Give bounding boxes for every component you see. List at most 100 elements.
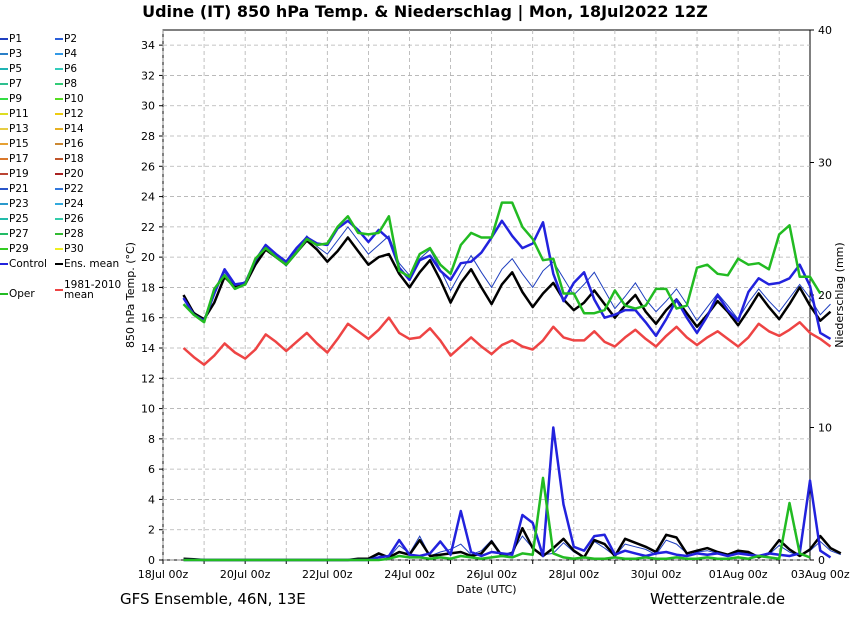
legend-item-p17: P17 [0,152,29,166]
legend-swatch [0,143,8,145]
precip-line-oper [183,476,811,562]
legend-item-oper: Oper [0,287,35,301]
y2-tick-label: 30 [818,157,832,170]
y-tick-label: 18 [141,281,155,294]
legend-swatch [0,38,8,40]
legend-item-control: Control [0,257,47,271]
legend-swatch [55,173,63,175]
y2-tick-label: 40 [818,24,832,37]
legend-swatch [55,218,63,220]
x-tick-label: 18Jul 00z [138,568,189,581]
legend-item-p19: P19 [0,167,29,181]
legend-label: P21 [9,183,29,195]
legend-label: Control [9,258,47,270]
legend-item-p14: P14 [55,122,84,136]
x-tick-label: 03Aug 00z [791,568,850,581]
legend-label: P8 [64,78,78,90]
y-tick-label: 32 [141,69,155,82]
y-tick-label: 2 [148,524,155,537]
y-tick-label: 24 [141,191,155,204]
footer-site: Wetterzentrale.de [650,590,786,608]
legend-swatch [55,203,63,205]
legend-item-p3: P3 [0,47,22,61]
legend-swatch [55,128,63,130]
legend-label: P16 [64,138,84,150]
legend-item-p6: P6 [55,62,77,76]
legend-item-p24: P24 [55,197,84,211]
legend-label: P18 [64,153,84,165]
legend-label: P30 [64,243,84,255]
y-tick-label: 28 [141,130,155,143]
legend-swatch [0,128,8,130]
legend-label: P23 [9,198,29,210]
temp-line-oper [182,201,822,324]
legend-item-p25: P25 [0,212,29,226]
legend-swatch [0,233,8,235]
legend: P1 P2 P3 P4 P5 P6 P7 P8 P9 P10 P11 P12 P13 P14 P15 P16 P… [0,32,135,322]
chart-title: Udine (IT) 850 hPa Temp. & Niederschlag … [142,2,708,21]
legend-swatch [55,38,63,40]
legend-item-p13: P13 [0,122,29,136]
y2-axis-label: Niederschlag (mm) [833,242,846,347]
legend-swatch [55,113,63,115]
legend-label: P3 [9,48,23,60]
legend-label: P24 [64,198,84,210]
legend-item-p21: P21 [0,182,29,196]
legend-item-p5: P5 [0,62,22,76]
legend-swatch [0,263,8,265]
legend-item-p15: P15 [0,137,29,151]
legend-swatch [55,188,63,190]
y2-tick-label: 0 [818,554,825,567]
legend-label: P13 [9,123,29,135]
legend-swatch [0,218,8,220]
legend-label: P15 [9,138,29,150]
legend-label: Oper [9,288,35,300]
legend-label: P5 [9,63,23,75]
legend-label: P14 [64,123,84,135]
legend-item-p16: P16 [55,137,84,151]
legend-label: 1981-2010 mean [64,278,122,301]
x-tick-label: 28Jul 00z [549,568,600,581]
legend-item-p9: P9 [0,92,22,106]
legend-swatch [55,143,63,145]
legend-item-p18: P18 [55,152,84,166]
legend-swatch [0,293,8,295]
member-temp-line-p1 [183,226,831,322]
y-tick-label: 0 [148,554,155,567]
legend-item-p7: P7 [0,77,22,91]
legend-swatch [55,158,63,160]
x-axis-label: Date (UTC) [456,583,516,596]
legend-swatch [0,188,8,190]
legend-label: P10 [64,93,84,105]
y-tick-label: 30 [141,100,155,113]
y-tick-label: 8 [148,433,155,446]
legend-label: P4 [64,48,78,60]
legend-swatch [0,173,8,175]
legend-swatch [55,53,63,55]
y2-tick-label: 10 [818,422,832,435]
legend-item-p11: P11 [0,107,29,121]
x-tick-label: 01Aug 00z [709,568,768,581]
y-tick-label: 10 [141,403,155,416]
legend-label: P9 [9,93,23,105]
x-tick-label: 22Jul 00z [302,568,353,581]
legend-item-ens-mean: Ens. mean [55,257,119,271]
legend-label: P19 [9,168,29,180]
legend-swatch [55,248,63,250]
legend-label: P11 [9,108,29,120]
y-tick-label: 12 [141,372,155,385]
x-tick-label: 26Jul 00z [466,568,517,581]
legend-label: P29 [9,243,29,255]
legend-item-p26: P26 [55,212,84,226]
legend-swatch [0,68,8,70]
legend-swatch [0,98,8,100]
legend-swatch [0,203,8,205]
legend-swatch [0,248,8,250]
legend-label: P28 [64,228,84,240]
legend-label: P26 [64,213,84,225]
legend-swatch [0,158,8,160]
legend-item-p28: P28 [55,227,84,241]
footer-source: GFS Ensemble, 46N, 13E [120,590,306,608]
legend-swatch [55,98,63,100]
